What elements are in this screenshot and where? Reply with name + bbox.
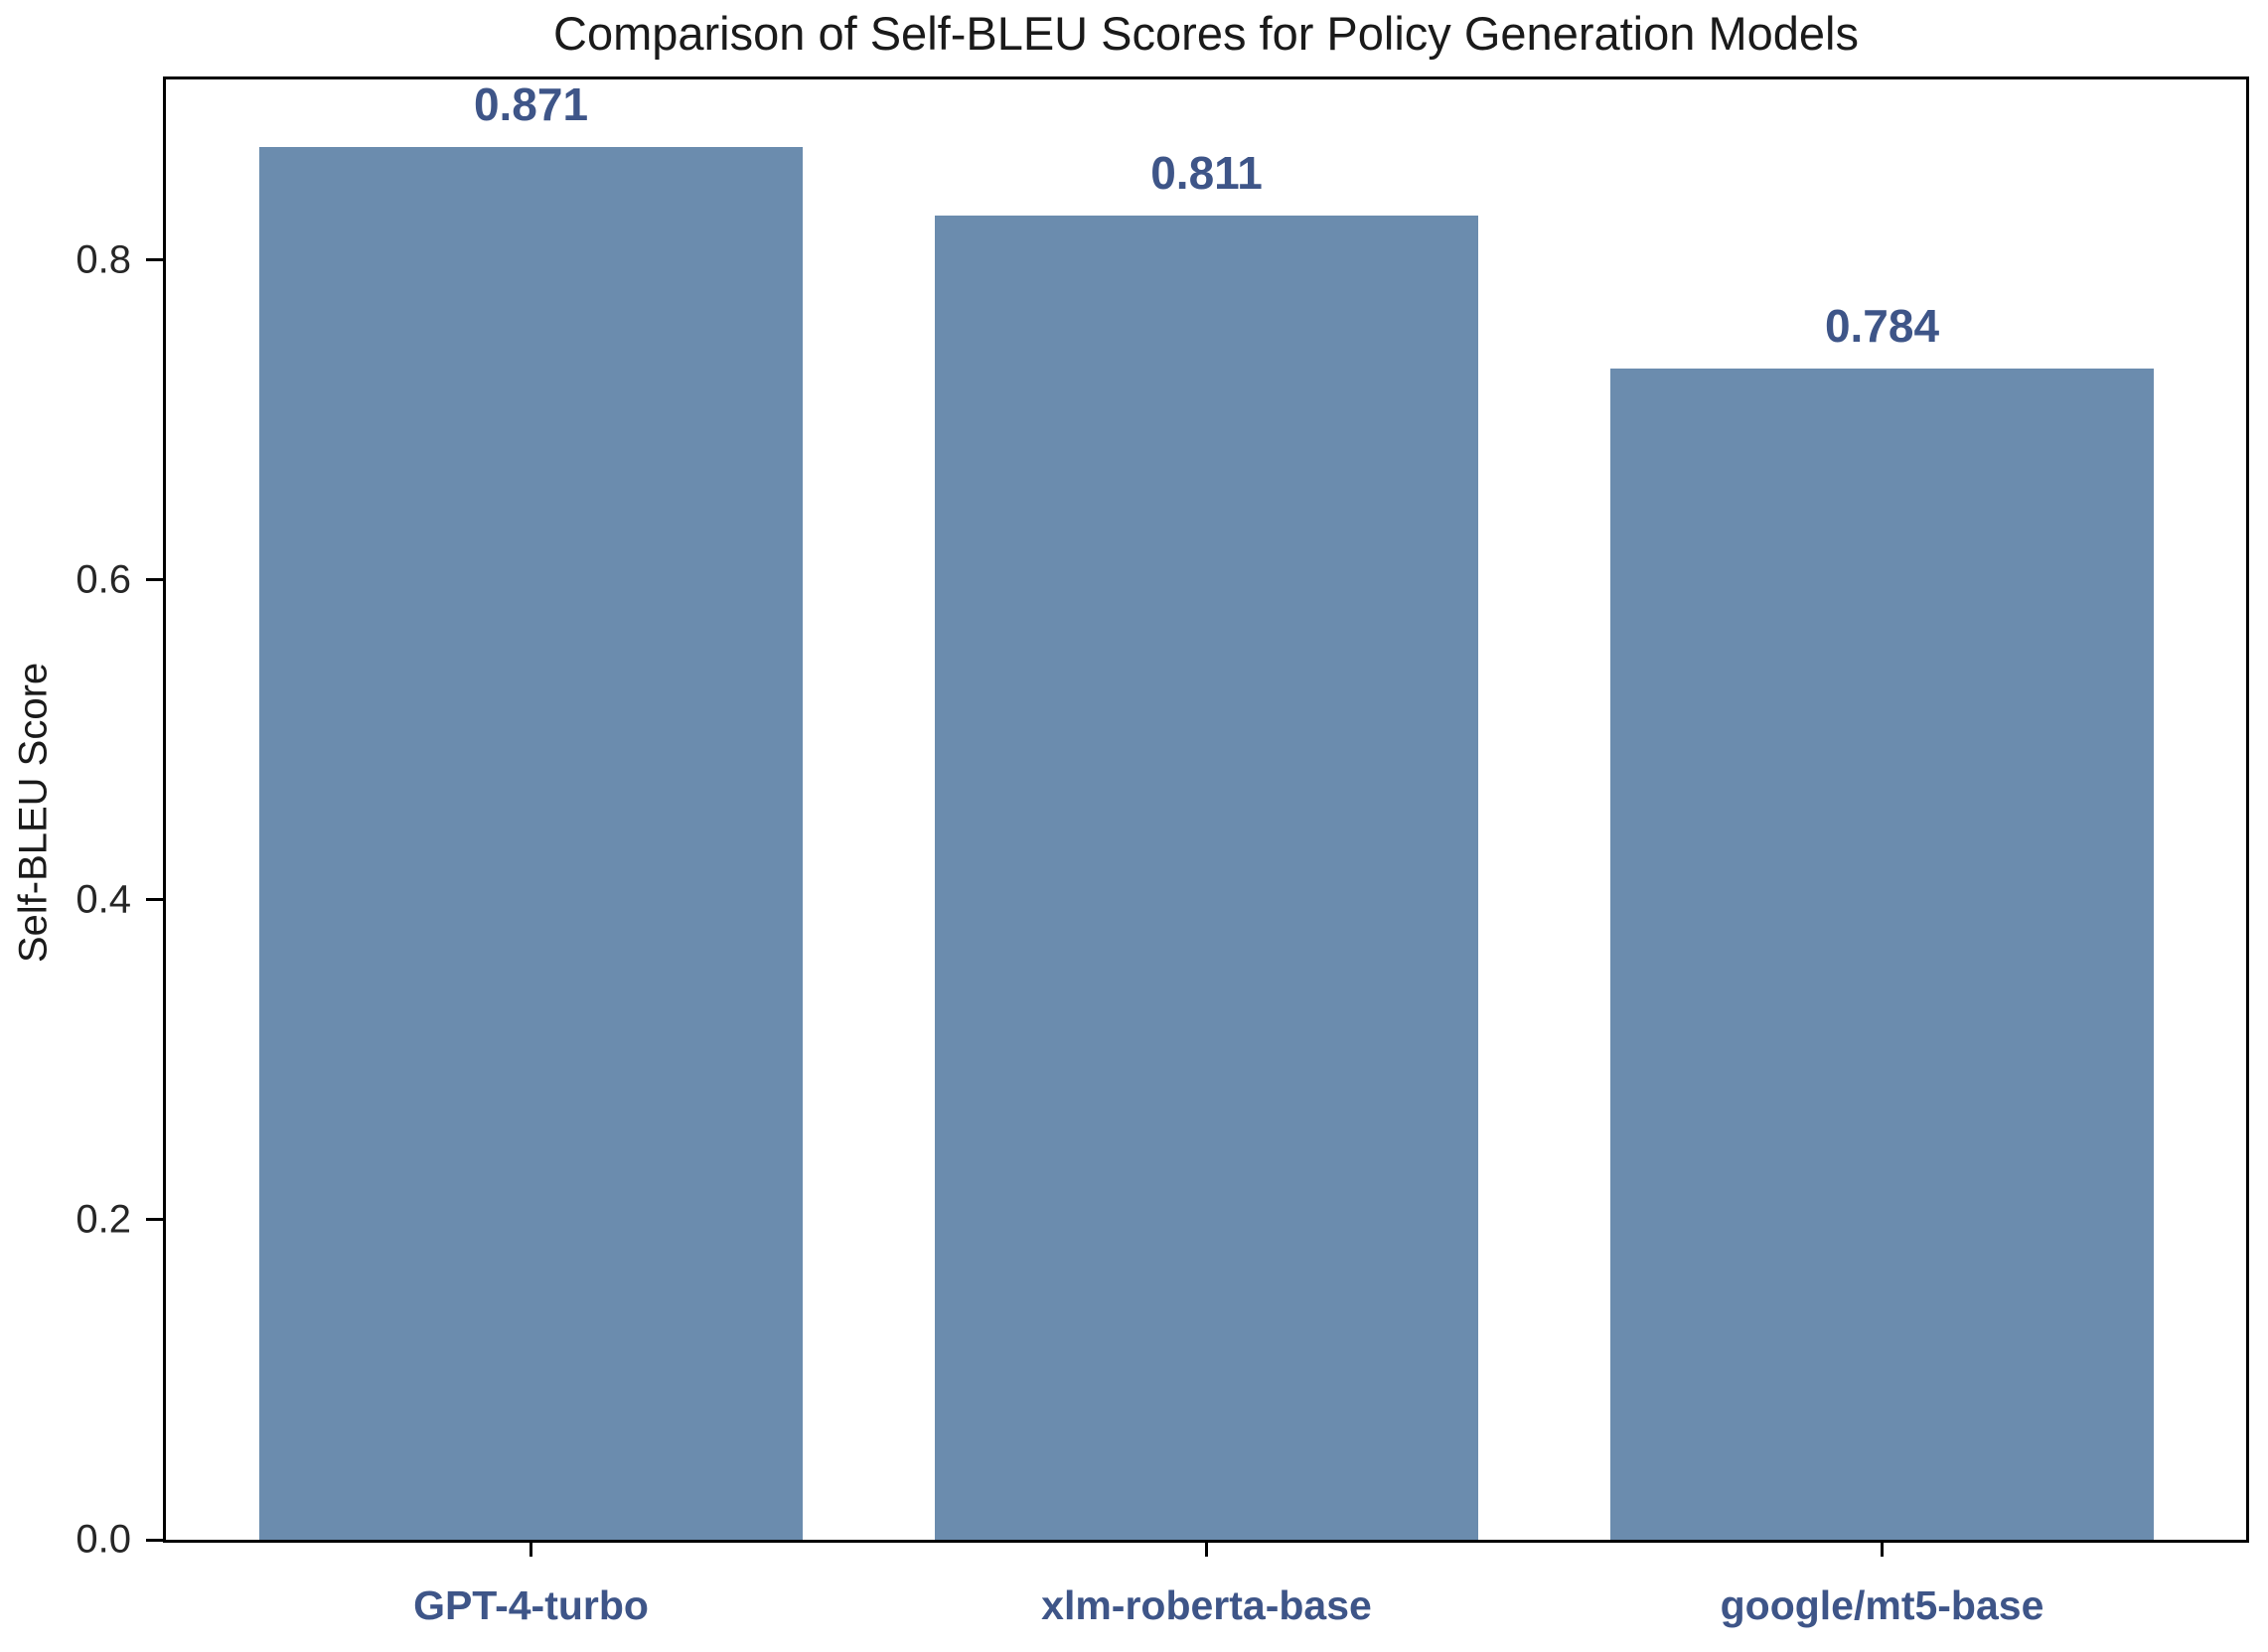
y-tick-mark [146,578,163,582]
x-tick-mark [1205,1543,1208,1557]
x-tick-mark [1881,1543,1884,1557]
bar-value-label: 0.871 [473,78,589,130]
y-tick-mark [146,1538,163,1542]
bar-value-label: 0.784 [1824,300,1940,352]
bar-xlm-roberta-base [935,216,1478,1540]
x-tick-mark [529,1543,532,1557]
x-tick-label: xlm-roberta-base [1041,1582,1372,1628]
y-tick-mark [146,1218,163,1222]
y-tick-label: 0.6 [76,557,131,602]
bar-value-label: 0.811 [1150,147,1263,199]
x-tick-label: google/mt5-base [1720,1582,2044,1628]
bar-google-mt5-base [1610,369,2154,1540]
x-tick-label: GPT-4-turbo [413,1582,649,1628]
y-tick-mark [146,898,163,902]
chart-title: Comparison of Self-BLEU Scores for Polic… [553,7,1859,60]
y-tick-label: 0.2 [76,1197,131,1242]
bar-gpt-4-turbo [259,147,803,1540]
y-tick-label: 0.0 [76,1517,131,1562]
y-tick-label: 0.8 [76,237,131,282]
plot-area: 0.871 0.811 0.784 0.0 0.2 0.4 0.6 0.8 [76,76,2249,1562]
y-tick-mark [146,258,163,262]
y-tick-label: 0.4 [76,877,131,922]
